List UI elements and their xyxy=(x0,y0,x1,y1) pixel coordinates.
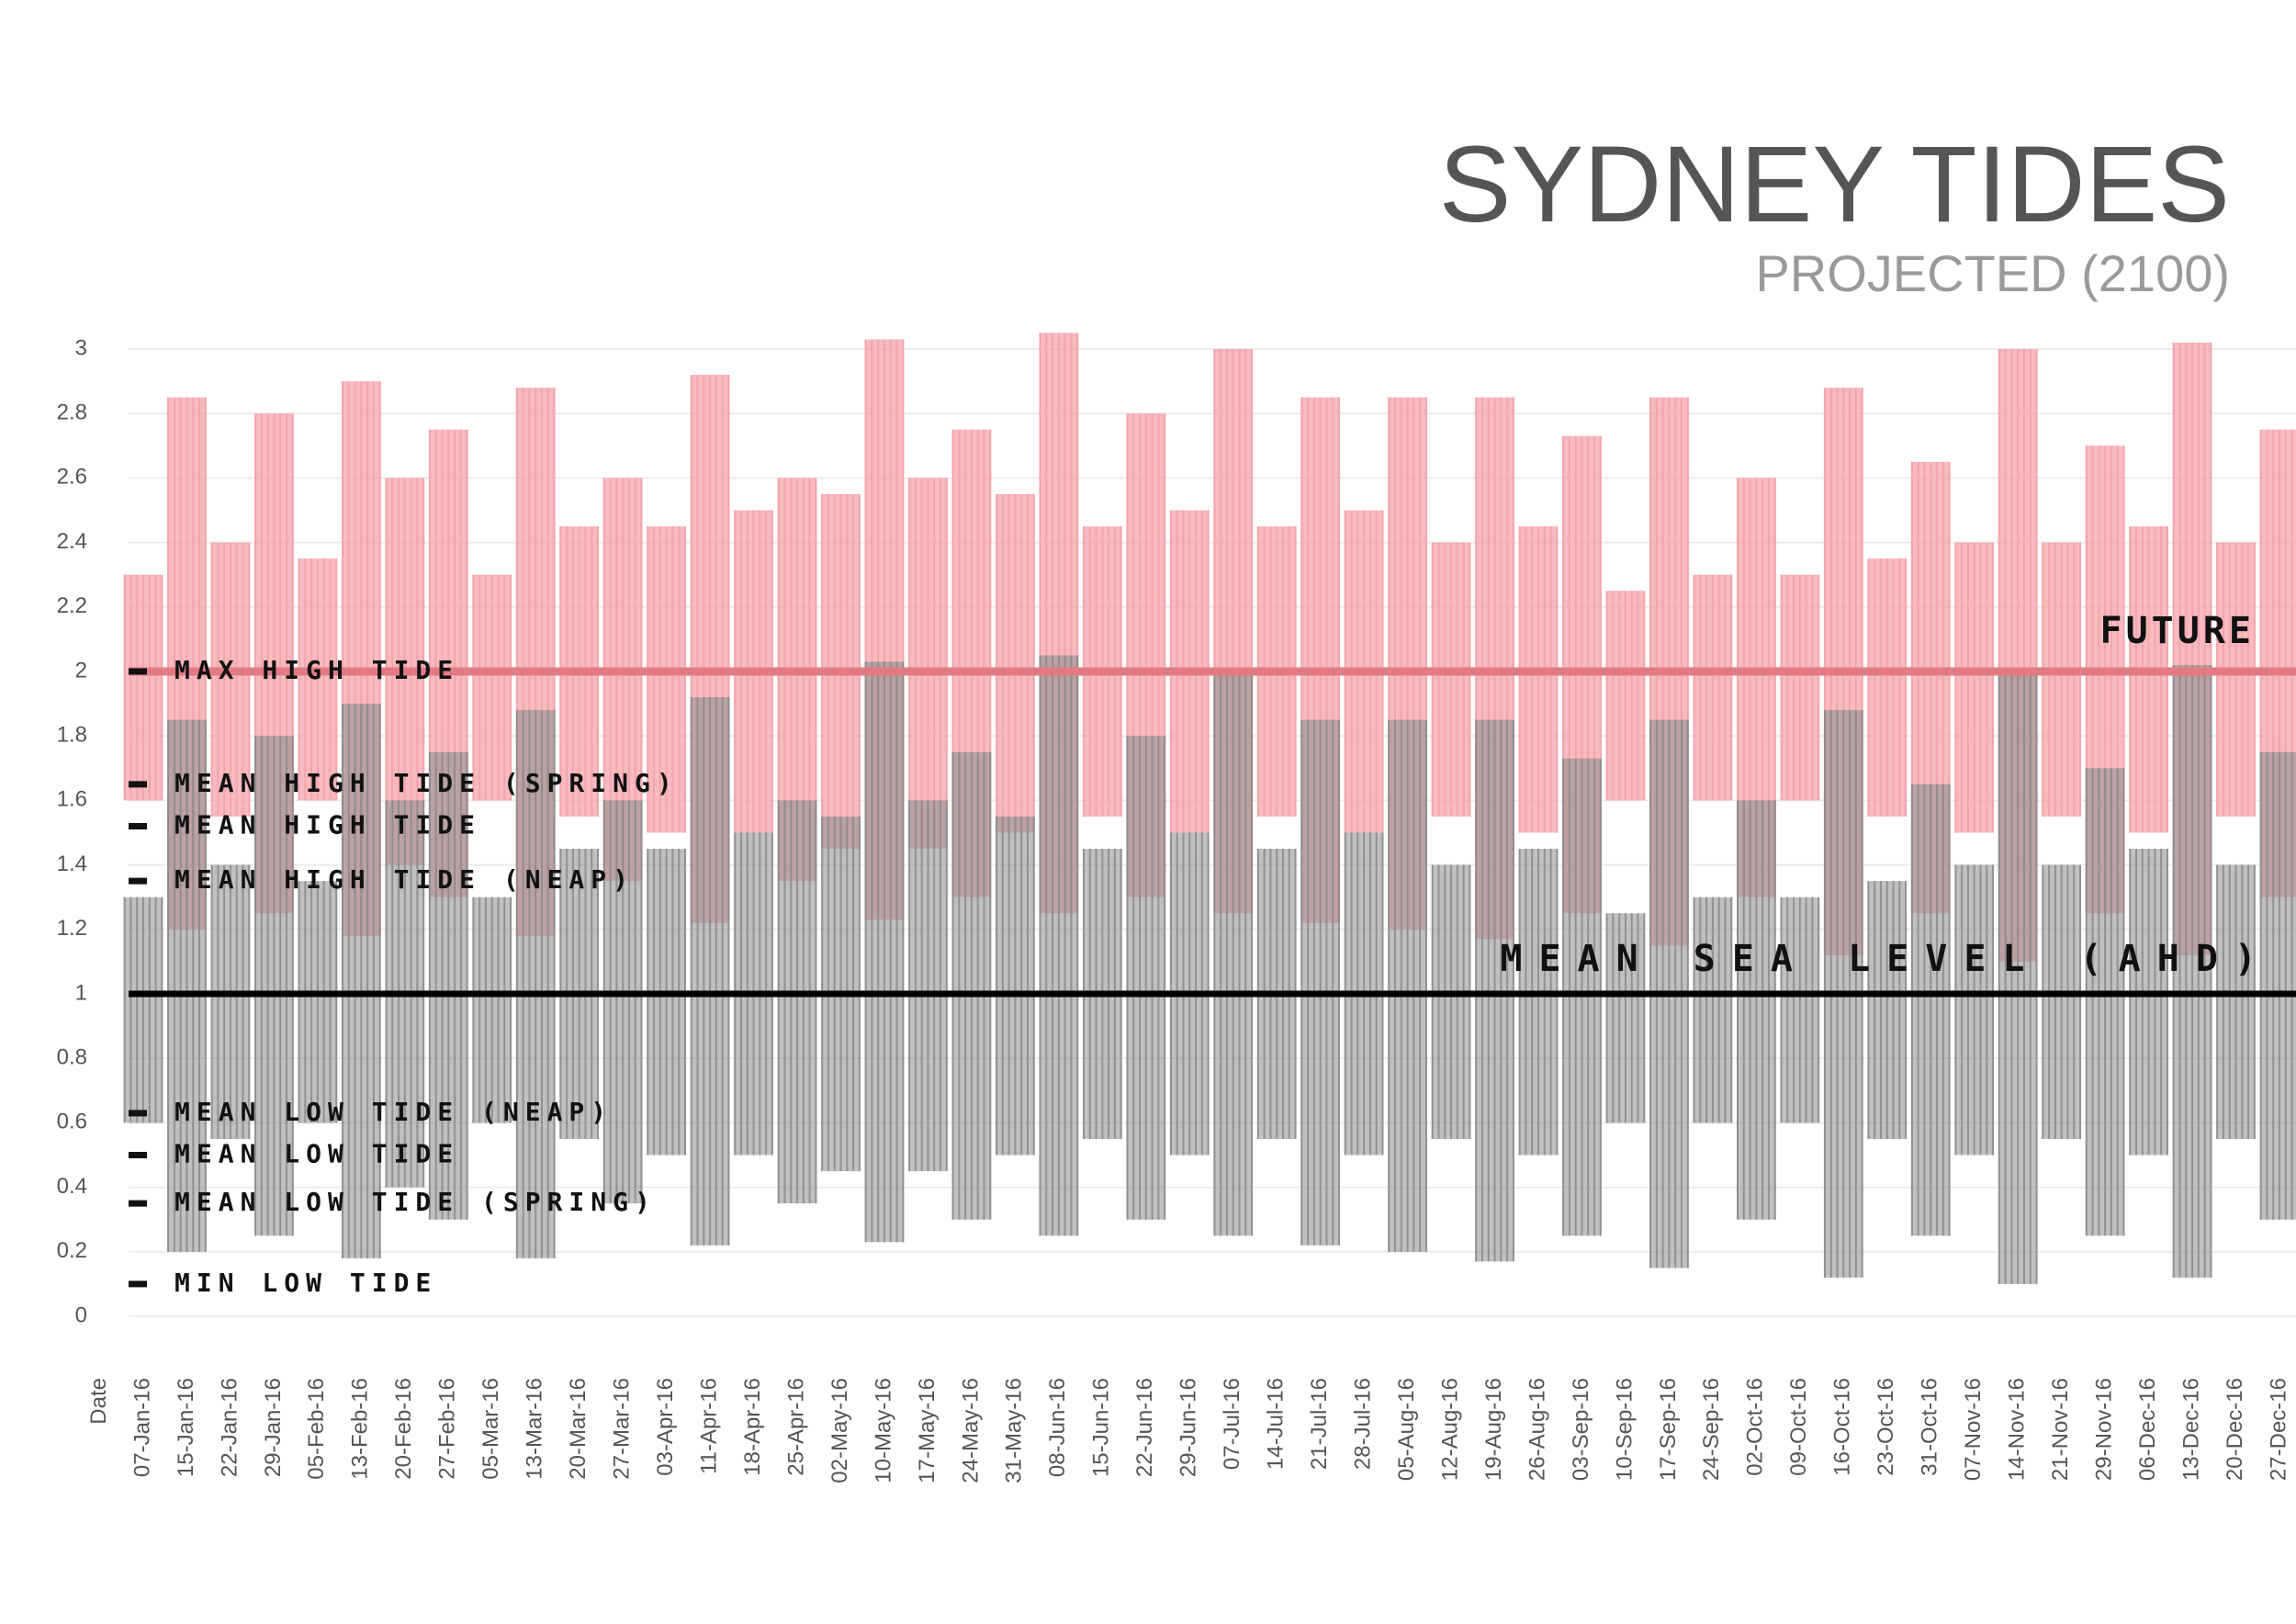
x-tick-label: 12-Aug-16 xyxy=(1437,1378,1462,1481)
x-tick-label: 07-Jan-16 xyxy=(129,1378,154,1477)
y-tick-label: 0.6 xyxy=(57,1110,87,1134)
x-tick-label: 14-Jul-16 xyxy=(1264,1378,1289,1470)
x-tick-label: 22-Jun-16 xyxy=(1132,1378,1157,1477)
y-tick-label: 3 xyxy=(75,335,87,360)
x-tick-label: 10-May-16 xyxy=(871,1378,895,1483)
y-tick-label: 2.4 xyxy=(57,529,87,554)
x-tick-label: 11-Apr-16 xyxy=(696,1378,721,1474)
reference-label: FUTURE xyxy=(2100,610,2256,652)
x-tick-label: 02-May-16 xyxy=(827,1378,852,1483)
annotation-label: MEAN HIGH TIDE (SPRING) xyxy=(174,768,679,798)
annotation-label: MEAN HIGH TIDE xyxy=(174,809,481,840)
x-tick-label: 03-Apr-16 xyxy=(653,1378,678,1476)
x-tick-label: 17-May-16 xyxy=(915,1378,940,1483)
x-tick-label: 08-Jun-16 xyxy=(1045,1378,1070,1477)
x-tick-label: 03-Sep-16 xyxy=(1569,1378,1593,1481)
y-tick-label: 2.6 xyxy=(57,465,87,490)
y-tick-label: 1 xyxy=(75,980,87,1005)
x-tick-label: 14-Nov-16 xyxy=(2005,1378,2030,1481)
annotation-label: MAX HIGH TIDE xyxy=(174,655,459,685)
x-tick-label: 24-Sep-16 xyxy=(1699,1378,1724,1481)
x-tick-label: 09-Oct-16 xyxy=(1786,1378,1811,1476)
y-tick-label: 0.2 xyxy=(57,1238,87,1263)
x-tick-label: 10-Sep-16 xyxy=(1612,1378,1637,1481)
x-tick-label: 23-Oct-16 xyxy=(1874,1378,1898,1476)
x-tick-label: 27-Feb-16 xyxy=(435,1378,460,1480)
x-tick-label: 25-Apr-16 xyxy=(783,1378,808,1476)
x-tick-label: 29-Jan-16 xyxy=(261,1378,286,1477)
y-tick-label: 1.2 xyxy=(57,916,87,941)
y-tick-label: 1.4 xyxy=(57,851,87,876)
annotation-label: MEAN LOW TIDE (NEAP) xyxy=(174,1097,613,1127)
x-tick-label: 24-May-16 xyxy=(958,1378,983,1483)
x-tick-label: 18-Apr-16 xyxy=(740,1378,765,1476)
x-tick-label: 27-Mar-16 xyxy=(610,1378,635,1480)
annotation-label: MEAN LOW TIDE xyxy=(174,1139,459,1169)
x-tick-label: 29-Jun-16 xyxy=(1176,1378,1201,1477)
x-axis-label: Date xyxy=(86,1378,111,1425)
y-tick-label: 0.4 xyxy=(57,1174,87,1199)
y-tick-label: 2.8 xyxy=(57,400,87,425)
y-tick-label: 0 xyxy=(75,1303,87,1327)
reference-label: MEAN SEA LEVEL (AHD) xyxy=(1500,938,2273,980)
annotation-label: MEAN LOW TIDE (SPRING) xyxy=(174,1187,657,1217)
x-tick-label: 26-Aug-16 xyxy=(1525,1378,1549,1481)
annotation-label: MEAN HIGH TIDE (NEAP) xyxy=(174,864,635,895)
x-tick-label: 22-Jan-16 xyxy=(217,1378,242,1477)
y-tick-label: 1.6 xyxy=(57,787,87,812)
x-tick-label: 20-Feb-16 xyxy=(391,1378,416,1480)
x-tick-label: 05-Mar-16 xyxy=(478,1378,503,1480)
x-tick-label: 16-Oct-16 xyxy=(1830,1378,1855,1476)
x-tick-label: 13-Mar-16 xyxy=(523,1378,547,1480)
x-tick-label: 20-Dec-16 xyxy=(2223,1378,2247,1481)
y-tick-label: 1.8 xyxy=(57,723,87,748)
x-tick-label: 05-Aug-16 xyxy=(1394,1378,1419,1481)
x-tick-label: 02-Oct-16 xyxy=(1743,1378,1768,1476)
x-tick-label: 27-Dec-16 xyxy=(2266,1378,2290,1481)
x-tick-label: 21-Nov-16 xyxy=(2048,1378,2073,1481)
y-tick-label: 0.8 xyxy=(57,1045,87,1070)
x-tick-label: 19-Aug-16 xyxy=(1481,1378,1506,1481)
x-tick-label: 17-Sep-16 xyxy=(1656,1378,1681,1481)
x-tick-label: 13-Feb-16 xyxy=(348,1378,373,1480)
x-tick-label: 15-Jun-16 xyxy=(1089,1378,1114,1477)
x-tick-label: 29-Nov-16 xyxy=(2091,1378,2116,1481)
x-tick-label: 31-Oct-16 xyxy=(1918,1378,1942,1476)
x-tick-label: 07-Jul-16 xyxy=(1220,1378,1244,1470)
tide-range xyxy=(2259,751,2296,1220)
y-tick-label: 2.2 xyxy=(57,593,87,618)
x-tick-label: 31-May-16 xyxy=(1002,1378,1027,1483)
x-tick-label: 20-Mar-16 xyxy=(566,1378,591,1480)
x-tick-label: 28-Jul-16 xyxy=(1350,1378,1375,1470)
x-tick-label: 21-Jul-16 xyxy=(1307,1378,1332,1470)
x-tick-label: 07-Nov-16 xyxy=(1961,1378,1986,1481)
chart-subtitle: PROJECTED (2100) xyxy=(1755,244,2230,302)
y-tick-label: 2 xyxy=(75,658,87,682)
x-tick-label: 13-Dec-16 xyxy=(2178,1378,2203,1481)
x-tick-label: 06-Dec-16 xyxy=(2135,1378,2160,1481)
x-tick-label: 15-Jan-16 xyxy=(174,1378,198,1477)
x-tick-label: 05-Feb-16 xyxy=(304,1378,329,1480)
annotation-label: MIN LOW TIDE xyxy=(174,1268,437,1298)
chart-title: SYDNEY TIDES xyxy=(1439,124,2230,245)
